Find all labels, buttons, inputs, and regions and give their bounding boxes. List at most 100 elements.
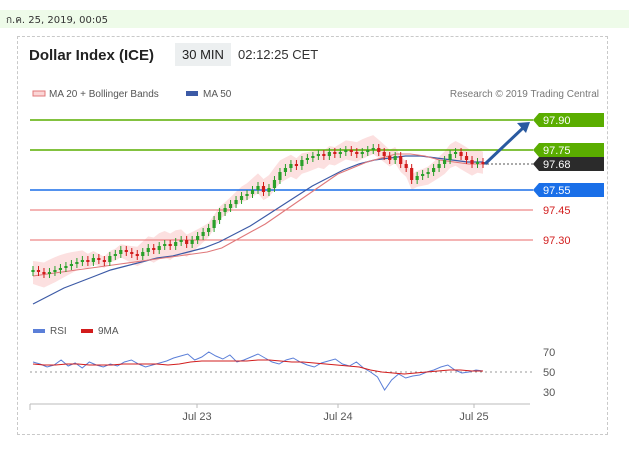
candle	[75, 262, 79, 264]
candle	[333, 152, 337, 154]
forecast-arrow-head	[517, 122, 530, 133]
candle	[234, 200, 238, 204]
rsi-legend-swatch	[33, 329, 45, 333]
candle	[69, 264, 74, 266]
candle	[152, 248, 156, 250]
candle	[256, 186, 260, 190]
timeframe-badge[interactable]: 30 MIN	[175, 43, 231, 66]
candle	[157, 246, 161, 250]
candle	[338, 152, 342, 154]
candle	[432, 168, 436, 172]
date-bar: ก.ค. 25, 2019, 00:05	[0, 10, 629, 28]
candle	[316, 154, 320, 156]
candle	[130, 252, 134, 254]
candle	[113, 254, 117, 256]
candle	[64, 266, 68, 268]
rsi-line	[32, 351, 484, 391]
candle	[102, 260, 106, 262]
price-tag-text-97.75: 97.75	[543, 145, 571, 157]
price-tag-text-97.68: 97.68	[543, 159, 571, 171]
candle	[201, 232, 205, 236]
candle	[212, 220, 216, 228]
candle	[168, 244, 172, 246]
x-tick-label: Jul 25	[459, 411, 488, 423]
candle	[108, 256, 112, 262]
ma20-legend-label: MA 20 + Bollinger Bands	[49, 89, 159, 100]
candle	[53, 270, 57, 272]
candle	[404, 164, 408, 168]
ma50-legend-swatch	[186, 91, 198, 96]
candle	[464, 156, 469, 160]
price-tag-97.75	[533, 143, 604, 157]
candle	[58, 268, 63, 270]
price-tag-97.68	[533, 157, 604, 171]
candle	[327, 152, 331, 156]
candle	[366, 150, 370, 152]
candle	[185, 240, 189, 244]
chart-panel: Dollar Index (ICE) 30 MIN 02:12:25 CET	[17, 36, 608, 435]
candle	[261, 186, 266, 192]
price-tag-text-97.55: 97.55	[543, 185, 571, 197]
rsi-ma-line	[32, 359, 483, 375]
candle	[223, 208, 227, 212]
forecast-arrow-line	[483, 125, 526, 166]
rsi-ma-legend-label: 9MA	[98, 326, 119, 337]
instrument-title: Dollar Index (ICE)	[29, 47, 155, 64]
ma20-legend-swatch	[32, 90, 46, 97]
x-tick-label: Jul 23	[182, 411, 211, 423]
candle	[228, 204, 233, 208]
x-tick-label: Jul 24	[323, 411, 352, 423]
chart-time: 02:12:25 CET	[238, 47, 319, 62]
candle	[146, 248, 150, 252]
candle	[371, 148, 375, 150]
candle	[410, 168, 414, 180]
candle	[124, 250, 128, 252]
price-tag-97.90	[533, 113, 604, 127]
candle	[239, 196, 244, 200]
candle	[294, 164, 299, 166]
candle	[382, 152, 386, 156]
candle	[86, 260, 90, 262]
candle	[426, 172, 430, 174]
rsi-tick-50: 50	[543, 367, 555, 379]
candle	[80, 260, 84, 262]
candle	[421, 174, 425, 176]
candle	[97, 258, 101, 260]
candle	[475, 162, 480, 164]
candle	[470, 160, 474, 164]
candle	[174, 242, 178, 246]
candle	[119, 250, 123, 254]
candle	[250, 190, 255, 194]
price-label-97.45: 97.45	[543, 205, 571, 217]
candle	[322, 154, 326, 156]
candle	[437, 164, 441, 168]
candle	[349, 150, 353, 152]
candle	[42, 272, 46, 274]
candle	[31, 270, 35, 272]
rsi-ma-legend-swatch	[81, 329, 93, 333]
candle	[196, 236, 200, 240]
ma20-line	[32, 153, 483, 277]
rsi-tick-30: 30	[543, 387, 555, 399]
ma50-legend-label: MA 50	[203, 89, 232, 100]
candle	[272, 180, 277, 188]
candle	[388, 156, 392, 160]
ma50-line	[32, 155, 483, 305]
candle	[415, 176, 419, 180]
candle	[399, 156, 403, 164]
candle	[442, 160, 447, 164]
candle	[36, 270, 41, 272]
candle	[289, 164, 293, 168]
rsi-tick-70: 70	[543, 347, 555, 359]
price-tag-text-97.90: 97.90	[543, 115, 571, 127]
candle	[393, 156, 397, 160]
bollinger-band	[33, 135, 483, 288]
rsi-legend-label: RSI	[50, 326, 67, 337]
candle	[217, 212, 222, 220]
candle	[47, 272, 52, 274]
candle	[135, 254, 139, 256]
candle	[481, 162, 485, 164]
candle	[453, 152, 458, 154]
candle	[179, 240, 183, 242]
